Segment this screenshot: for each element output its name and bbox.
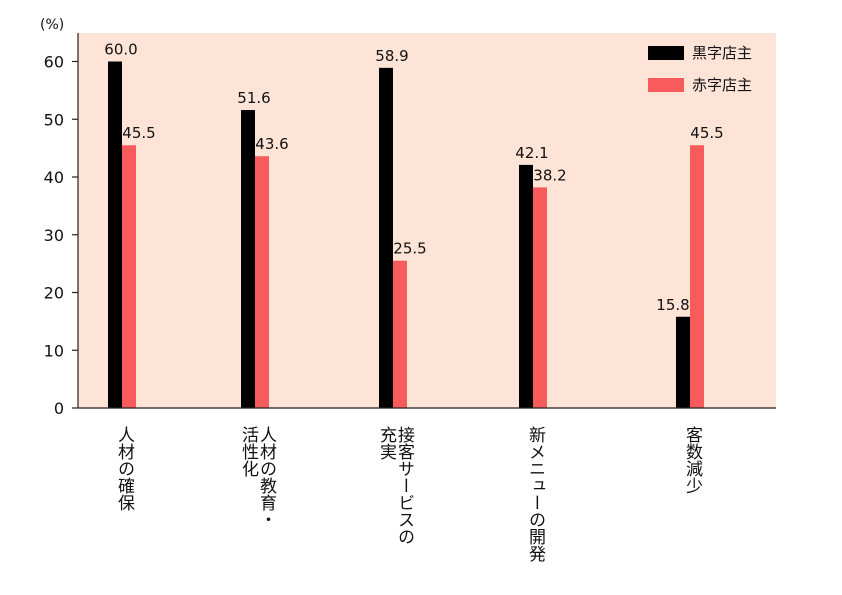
bar xyxy=(255,156,269,408)
category-label: 新メニューの開発 xyxy=(525,426,545,562)
bar xyxy=(379,67,393,408)
y-tick-label: 60 xyxy=(44,53,64,72)
bar-value-label: 15.8 xyxy=(656,296,689,314)
plot-background xyxy=(78,33,776,408)
y-tick-label: 30 xyxy=(44,226,64,245)
legend-label-black: 黒字店主 xyxy=(692,44,752,62)
y-unit-label: (%) xyxy=(40,17,64,33)
legend-swatch-red xyxy=(648,78,684,92)
bar xyxy=(690,145,704,409)
y-tick-label: 50 xyxy=(44,110,64,129)
legend-label-red: 赤字店主 xyxy=(692,76,752,94)
bar xyxy=(393,260,407,408)
legend: 黒字店主 赤字店主 xyxy=(648,44,752,94)
category-label: 人材の教育・ 活性化 xyxy=(238,426,276,528)
bar xyxy=(108,61,122,408)
y-tick-label: 40 xyxy=(44,168,64,187)
category-label: 人材の確保 xyxy=(114,426,134,511)
bar-value-label: 42.1 xyxy=(515,144,548,162)
bar-value-label: 43.6 xyxy=(255,135,288,153)
bar xyxy=(676,316,690,408)
bar xyxy=(519,164,533,408)
bar-value-label: 60.0 xyxy=(104,41,137,59)
category-label: 接客サービスの 充実 xyxy=(376,426,414,545)
category-label: 客数減少 xyxy=(682,426,702,494)
value-labels: 60.0 45.5 51.6 43.6 58.9 25.5 42.1 38.2 15.8 45.5 xyxy=(104,41,723,314)
legend-swatch-black xyxy=(648,46,684,60)
bar-value-label: 38.2 xyxy=(533,166,566,184)
bar xyxy=(533,187,547,408)
bar-value-label: 45.5 xyxy=(122,124,155,142)
y-ticks: 0 10 20 30 40 50 60 xyxy=(44,53,78,418)
bar-value-label: 58.9 xyxy=(375,47,408,65)
bar-value-label: 45.5 xyxy=(690,124,723,142)
bar xyxy=(122,145,136,409)
y-tick-label: 10 xyxy=(44,341,64,360)
y-tick-label: 20 xyxy=(44,284,64,303)
bar-value-label: 51.6 xyxy=(237,89,270,107)
bars xyxy=(108,61,704,409)
bar-value-label: 25.5 xyxy=(393,240,426,258)
bar xyxy=(241,110,255,408)
y-tick-label: 0 xyxy=(54,399,64,418)
